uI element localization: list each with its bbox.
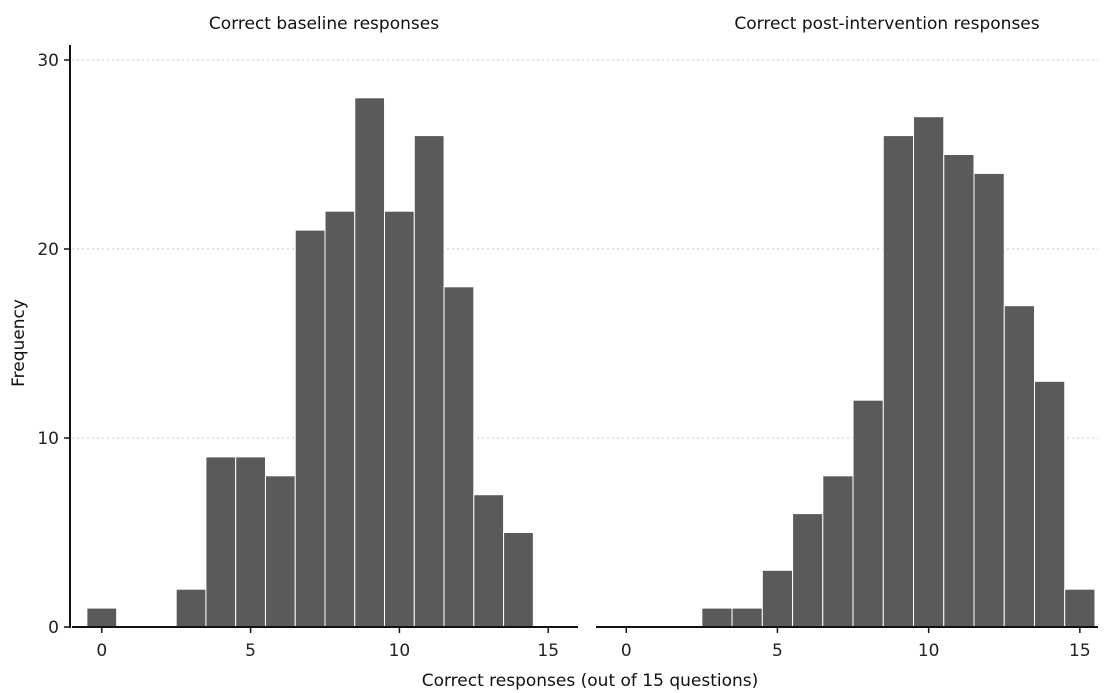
x-axis-title: Correct responses (out of 15 questions) [422,671,759,691]
y-tick-label: 30 [37,51,59,71]
histogram-bar [473,494,505,628]
x-tick-label: 5 [772,641,783,661]
histogram-bar [882,135,915,628]
y-axis-title: Frequency [9,299,29,387]
axes-layer [64,45,1098,633]
histogram-bar [792,513,824,628]
x-tick-label: 15 [1069,641,1091,661]
panel-title: Correct baseline responses [209,14,439,34]
histogram-bar [913,116,945,628]
histogram-bar [294,229,326,628]
y-tick-label: 20 [37,240,59,260]
histogram-bar [973,172,1005,628]
histogram-bar [761,569,794,628]
histogram-bar [264,475,296,628]
histogram-bar [205,456,237,628]
y-tick-label: 0 [48,618,59,638]
x-tick-label: 0 [621,641,632,661]
histogram-bar [943,154,975,628]
histogram-bar [701,607,733,628]
histogram-bar [443,286,475,628]
histogram-bar [1033,380,1066,628]
bars-layer [86,97,1096,628]
labels-layer: 0 5 10 15 Correct baseline responses 0 5 10 15 Co… [37,14,1090,661]
histogram-bar [324,210,356,628]
y-tick-label: 10 [37,429,59,449]
histogram-bar [235,456,266,628]
histogram-bar [1003,305,1035,628]
x-tick-label: 5 [245,641,256,661]
panel-title: Correct post-intervention responses [734,14,1039,34]
histogram-bar [731,607,763,628]
x-tick-label: 10 [389,641,411,661]
histogram-bar [86,607,118,628]
histogram-bar [822,475,854,628]
histogram-bar [852,399,884,628]
x-tick-label: 10 [918,641,940,661]
histogram-bar [175,588,207,628]
x-tick-label: 0 [96,641,107,661]
histogram-bar [1064,588,1096,628]
histogram-bar [503,532,534,628]
histogram-bar [413,135,445,628]
x-tick-label: 15 [537,641,559,661]
histogram-bar [384,210,415,628]
histogram-bar [354,97,386,628]
